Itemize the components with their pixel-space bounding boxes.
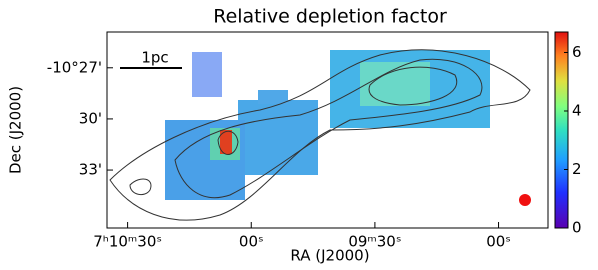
y-tick-label: -10°27' bbox=[47, 58, 102, 76]
y-tick-label: 33' bbox=[79, 161, 102, 179]
map bbox=[165, 50, 490, 200]
scale-bar-label: 1pc bbox=[141, 49, 168, 67]
colorbar bbox=[554, 31, 569, 229]
colorbar-tick-label: 4 bbox=[572, 101, 582, 119]
x-tick-label: 00ˢ bbox=[486, 233, 511, 251]
beam bbox=[519, 194, 531, 206]
x-axis-label: RA (J2000) bbox=[290, 247, 369, 265]
y-tick-label: 30' bbox=[79, 109, 102, 127]
x-tick-label: 7ʰ10ᵐ30ˢ bbox=[93, 233, 162, 251]
colorbar-tick-label: 0 bbox=[572, 219, 582, 237]
colorbar-tick-label: 6 bbox=[572, 43, 582, 61]
contours bbox=[109, 49, 531, 221]
plot-frame bbox=[106, 31, 549, 229]
colorbar-tick-label: 2 bbox=[572, 160, 582, 178]
y-axis-label: Dec (J2000) bbox=[7, 86, 25, 174]
x-tick-label: 00ˢ bbox=[239, 233, 264, 251]
chart-title: Relative depletion factor bbox=[213, 6, 447, 28]
x-tick-label: 09ᵐ30ˢ bbox=[348, 233, 401, 251]
